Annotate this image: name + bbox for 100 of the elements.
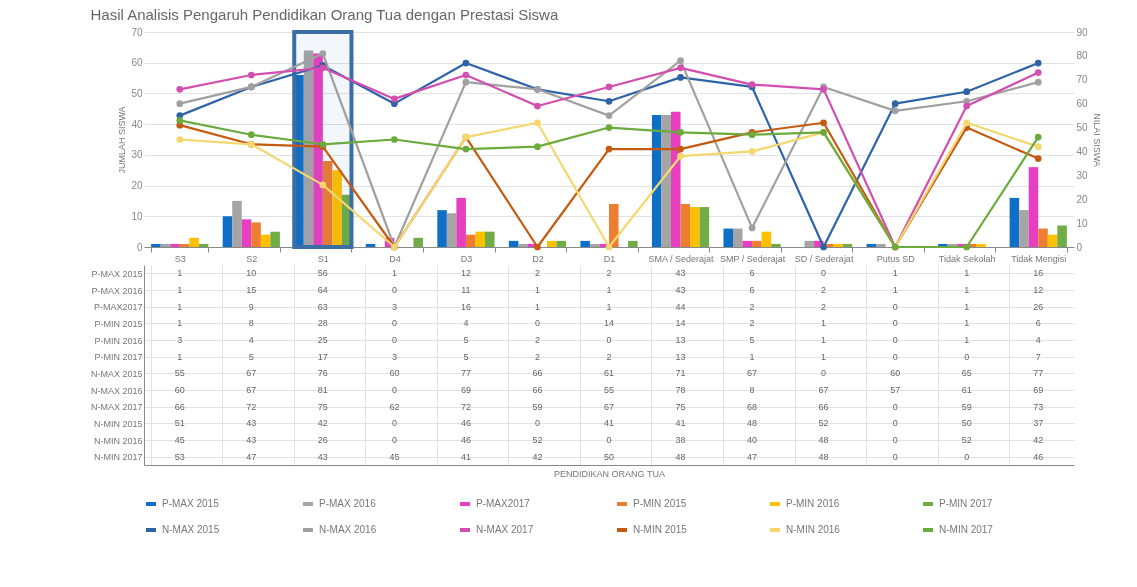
data-label: 5: [463, 351, 469, 362]
point: [748, 148, 756, 155]
legend-label: N-MAX 2016: [319, 524, 377, 535]
data-label: 47: [246, 451, 257, 462]
point: [605, 112, 613, 119]
data-label: 1: [606, 285, 612, 295]
data-label: 38: [675, 435, 686, 445]
point: [820, 243, 827, 251]
point: [677, 74, 684, 81]
data-label: 0: [892, 451, 898, 462]
bar: [251, 222, 261, 247]
data-label: 46: [460, 418, 471, 429]
data-label: 1: [964, 318, 970, 329]
point: [677, 57, 684, 65]
data-label: 12: [1033, 285, 1044, 295]
data-label: 1: [534, 301, 540, 312]
data-label: 16: [1033, 268, 1044, 279]
x-tick-label: D4: [389, 253, 401, 264]
x-tick-label: SMA / Sederajat: [648, 253, 715, 264]
data-label: 42: [317, 418, 328, 429]
data-label: 3: [391, 351, 397, 362]
data-label: 2: [749, 318, 755, 329]
point: [1034, 155, 1042, 162]
x-tick-label: D3: [460, 253, 473, 264]
data-label: 43: [246, 435, 257, 445]
data-label: 72: [246, 401, 257, 412]
data-label: 2: [534, 268, 540, 279]
data-label: 8: [248, 318, 254, 329]
data-label: 11: [461, 285, 471, 295]
y-tick-label: 30: [131, 149, 143, 161]
data-label: 40: [747, 435, 758, 445]
data-label: 66: [532, 368, 543, 379]
point: [1034, 59, 1042, 67]
data-label: 67: [747, 368, 758, 379]
bar: [547, 240, 557, 247]
data-label: 2: [534, 335, 540, 345]
bar: [189, 237, 199, 247]
bar: [456, 197, 466, 247]
point: [677, 152, 684, 160]
bar: [804, 240, 815, 247]
data-label: 16: [460, 301, 471, 312]
x-tick-label: D2: [532, 253, 544, 264]
y-tick-label: 70: [131, 26, 143, 38]
bar: [752, 240, 762, 247]
legend-label: P-MAX2017: [476, 498, 531, 509]
data-label: 48: [675, 451, 686, 462]
point: [963, 243, 971, 251]
data-label: 14: [603, 318, 615, 329]
data-label: 46: [460, 435, 471, 445]
legend-label: P-MIN 2016: [786, 498, 840, 509]
point: [391, 95, 398, 103]
point: [319, 50, 327, 57]
data-label: 1: [964, 268, 970, 279]
y2-tick-label: 30: [1076, 169, 1089, 181]
point: [247, 131, 255, 139]
data-label: 43: [246, 418, 257, 429]
data-label: 6: [1035, 318, 1041, 329]
data-label: 28: [317, 318, 328, 329]
data-label: 26: [1033, 301, 1044, 312]
bar: [232, 200, 242, 247]
data-label: 60: [890, 368, 901, 379]
text: N-MIN 2015: [93, 418, 143, 429]
legend-label: P-MAX 2016: [319, 498, 377, 509]
point: [605, 243, 613, 251]
bar: [413, 237, 423, 247]
data-label: 3: [177, 335, 183, 345]
bar: [628, 240, 638, 247]
data-label: 66: [532, 385, 543, 395]
data-label: 41: [675, 418, 686, 429]
y2-tick-label: 20: [1076, 193, 1089, 205]
data-label: 5: [463, 335, 469, 345]
data-label: 50: [961, 418, 972, 429]
bar: [170, 243, 180, 247]
data-label: 55: [603, 385, 615, 395]
data-label: 76: [317, 368, 328, 379]
point: [1034, 78, 1042, 86]
data-label: 9: [248, 301, 254, 312]
data-label: 0: [606, 435, 612, 445]
y-tick-label: 0: [136, 241, 143, 253]
point: [963, 102, 971, 110]
point: [1034, 133, 1042, 141]
text: N-MAX 2017: [90, 402, 143, 413]
text: N-MIN 2016: [93, 435, 143, 446]
data-label: 1: [821, 335, 827, 345]
data-label: 73: [1033, 401, 1044, 412]
bar: [465, 234, 476, 247]
legend-label: N-MAX 2015: [162, 524, 220, 535]
data-label: 43: [675, 285, 686, 295]
data-label: 1: [534, 285, 540, 295]
data-label: 68: [747, 401, 758, 412]
point: [176, 117, 184, 124]
x-tick-label: D1: [603, 253, 616, 264]
data-label: 69: [460, 385, 471, 395]
data-label: 45: [174, 435, 185, 445]
point: [677, 64, 684, 72]
data-label: 1: [391, 268, 397, 279]
data-label: 77: [460, 368, 471, 379]
data-label: 0: [892, 351, 898, 362]
x-tick-label: Putus SD: [876, 253, 916, 264]
point: [534, 243, 541, 251]
